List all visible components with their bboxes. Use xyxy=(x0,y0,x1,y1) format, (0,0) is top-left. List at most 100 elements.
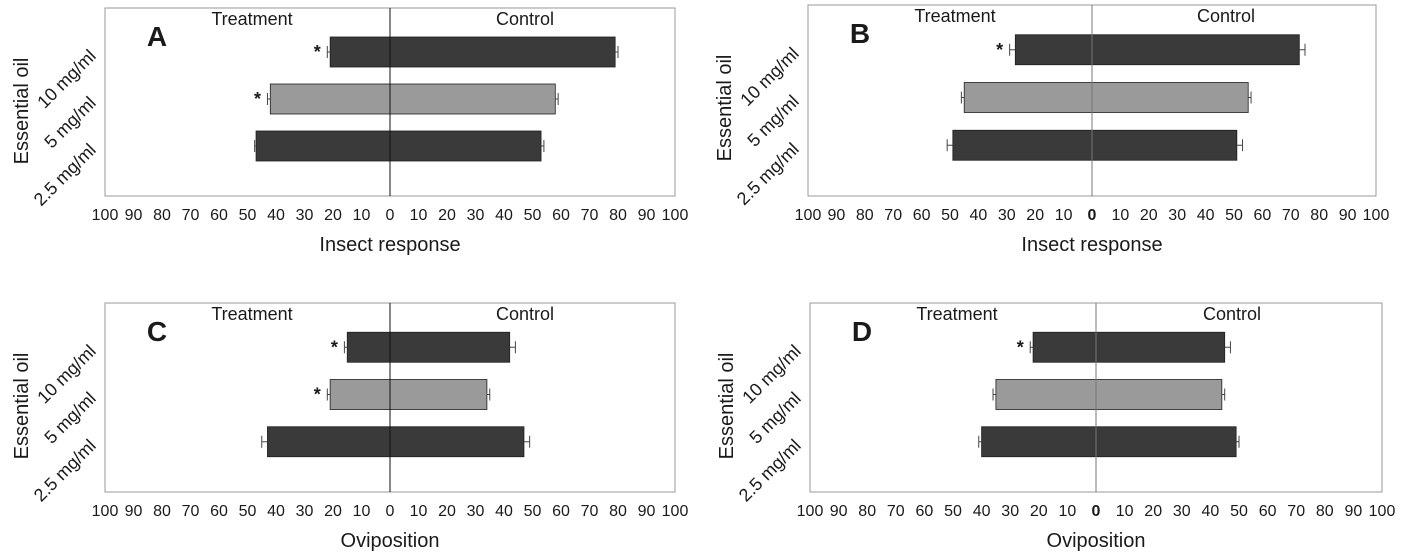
x-tick-label: 80 xyxy=(858,503,876,520)
x-tick-label: 40 xyxy=(495,207,513,224)
control-header: Control xyxy=(496,304,554,324)
x-tick-label: 20 xyxy=(438,207,456,224)
x-tick-label: 10 xyxy=(353,207,371,224)
x-tick-label: 50 xyxy=(941,207,959,224)
x-tick-label: 40 xyxy=(973,503,991,520)
bar-treatment-1 xyxy=(1014,34,1093,66)
bar-control-2 xyxy=(1095,379,1223,410)
x-tick-label: 0 xyxy=(386,503,395,520)
x-axis-label: Oviposition xyxy=(1047,530,1146,552)
bar-treatment-3 xyxy=(267,426,391,458)
category-label: 2.5 mg/ml xyxy=(30,435,100,505)
x-tick-label: 90 xyxy=(1345,503,1363,520)
x-tick-label: 90 xyxy=(638,503,656,520)
x-tick-label: 80 xyxy=(609,503,627,520)
y-axis-label: Essential oil xyxy=(716,353,738,460)
x-tick-label: 60 xyxy=(913,207,931,224)
x-tick-label: 60 xyxy=(210,207,228,224)
significance-mark: * xyxy=(314,385,321,405)
x-tick-label: 100 xyxy=(1363,207,1390,224)
x-tick-label: 90 xyxy=(828,207,846,224)
x-tick-label: 80 xyxy=(153,503,171,520)
x-tick-label: 100 xyxy=(662,207,689,224)
x-tick-label: 30 xyxy=(467,503,485,520)
x-tick-label: 70 xyxy=(884,207,902,224)
bar-control-3 xyxy=(389,130,542,162)
bar-treatment-1 xyxy=(346,331,391,363)
treatment-header: Treatment xyxy=(914,6,995,26)
bar-treatment-3 xyxy=(952,129,1093,161)
bar-control-2 xyxy=(389,379,488,410)
x-tick-label: 80 xyxy=(1310,207,1328,224)
x-tick-label: 70 xyxy=(182,503,200,520)
x-tick-label: 100 xyxy=(92,503,119,520)
x-tick-label: 30 xyxy=(296,503,314,520)
x-tick-label: 90 xyxy=(125,503,143,520)
x-tick-label: 10 xyxy=(410,503,428,520)
x-tick-label: 70 xyxy=(182,207,200,224)
x-tick-label: 20 xyxy=(438,503,456,520)
x-tick-label: 40 xyxy=(495,503,513,520)
x-tick-label: 10 xyxy=(1116,503,1134,520)
x-tick-label: 10 xyxy=(353,503,371,520)
bar-control-3 xyxy=(389,426,525,458)
x-tick-label: 20 xyxy=(1030,503,1048,520)
panel-label: B xyxy=(850,18,870,49)
y-axis-label: Essential oil xyxy=(714,55,736,162)
x-tick-label: 100 xyxy=(1369,503,1396,520)
control-header: Control xyxy=(1203,304,1261,324)
x-tick-label: 20 xyxy=(324,503,342,520)
bar-control-1 xyxy=(389,331,511,363)
bar-treatment-2 xyxy=(963,82,1093,113)
x-tick-label: 20 xyxy=(324,207,342,224)
x-tick-label: 50 xyxy=(1230,503,1248,520)
control-header: Control xyxy=(1197,6,1255,26)
significance-mark: * xyxy=(1017,337,1024,357)
x-tick-label: 60 xyxy=(552,503,570,520)
x-tick-label: 70 xyxy=(1282,207,1300,224)
x-tick-label: 50 xyxy=(239,503,257,520)
treatment-header: Treatment xyxy=(211,304,292,324)
x-tick-label: 0 xyxy=(1088,207,1097,224)
x-tick-label: 60 xyxy=(552,207,570,224)
x-tick-label: 10 xyxy=(410,207,428,224)
x-tick-label: 60 xyxy=(1259,503,1277,520)
x-tick-label: 40 xyxy=(267,207,285,224)
x-axis-label: Insect response xyxy=(1021,234,1162,256)
x-tick-label: 30 xyxy=(1173,503,1191,520)
bar-treatment-3 xyxy=(255,130,391,162)
bar-control-1 xyxy=(1095,331,1226,363)
x-tick-label: 80 xyxy=(153,207,171,224)
bar-control-2 xyxy=(1091,82,1249,113)
x-tick-label: 40 xyxy=(267,503,285,520)
x-tick-label: 30 xyxy=(1168,207,1186,224)
x-axis-label: Oviposition xyxy=(341,530,440,552)
x-tick-label: 100 xyxy=(92,207,119,224)
x-tick-label: 40 xyxy=(970,207,988,224)
bar-treatment-3 xyxy=(981,426,1097,458)
x-tick-label: 0 xyxy=(1092,503,1101,520)
bar-control-1 xyxy=(1091,34,1300,66)
y-axis-label: Essential oil xyxy=(11,58,33,165)
treatment-header: Treatment xyxy=(211,9,292,29)
x-tick-label: 20 xyxy=(1026,207,1044,224)
x-tick-label: 30 xyxy=(467,207,485,224)
x-tick-label: 70 xyxy=(581,207,599,224)
significance-mark: * xyxy=(254,89,261,109)
x-tick-label: 60 xyxy=(1254,207,1272,224)
x-tick-label: 30 xyxy=(1001,503,1019,520)
panel-label: A xyxy=(147,21,167,52)
x-tick-label: 50 xyxy=(239,207,257,224)
panel-label: C xyxy=(147,316,167,347)
x-tick-label: 90 xyxy=(830,503,848,520)
significance-mark: * xyxy=(314,42,321,62)
x-tick-label: 100 xyxy=(795,207,822,224)
x-tick-label: 50 xyxy=(524,207,542,224)
x-tick-label: 70 xyxy=(887,503,905,520)
x-tick-label: 90 xyxy=(638,207,656,224)
x-tick-label: 60 xyxy=(916,503,934,520)
